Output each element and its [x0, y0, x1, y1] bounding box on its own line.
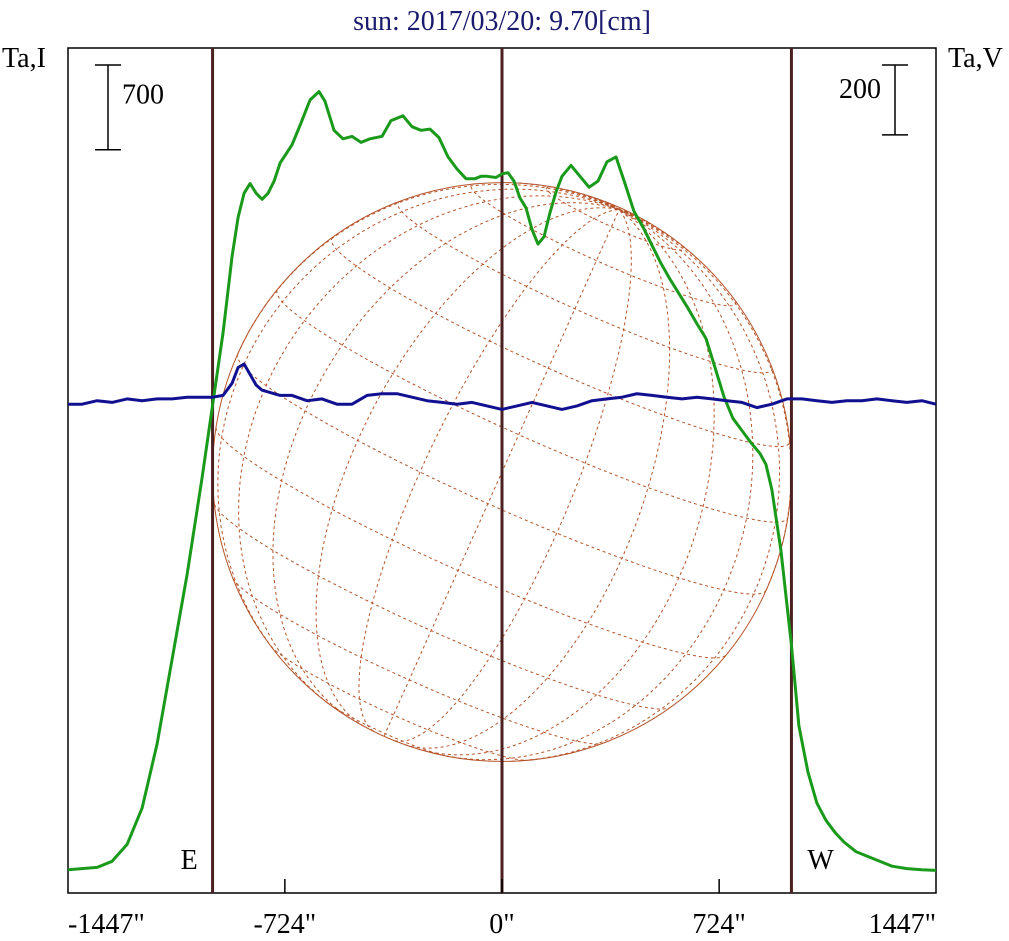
- right-axis-label: Ta,V: [948, 43, 1003, 74]
- chart-title: sun: 2017/03/20: 9.70[cm]: [353, 6, 651, 37]
- x-tick-label: -1447": [68, 909, 145, 940]
- latitude-line: [397, 200, 773, 374]
- longitude-line: [394, 209, 632, 742]
- longitude-line: [383, 209, 620, 737]
- longitude-line: [619, 209, 666, 234]
- intensity-line: [67, 90, 937, 872]
- left-axis-label: Ta,I: [2, 43, 46, 74]
- longitude-line: [358, 209, 620, 732]
- longitude-line: [238, 195, 620, 704]
- scale-bar-label: 700: [122, 79, 164, 110]
- longitude-line: [511, 209, 781, 762]
- longitude-line: [506, 182, 620, 211]
- x-tick-label: -724": [253, 909, 316, 940]
- polarization-line: [68, 362, 937, 411]
- scale-bars: 700 200: [95, 64, 908, 151]
- x-ticks: -1447" -724" 0" 724" 1447": [68, 879, 936, 940]
- solar-disk-grid: [212, 182, 792, 762]
- latitude-line: [232, 578, 603, 745]
- longitude-line: [619, 209, 628, 212]
- scale-bar-label: 200: [839, 74, 881, 105]
- longitude-line: [618, 207, 621, 210]
- longitude-line: [404, 209, 671, 749]
- longitude-line: [424, 209, 715, 756]
- longitude-line: [446, 209, 754, 761]
- latitude-line: [270, 645, 527, 761]
- limb-label: W: [807, 845, 834, 876]
- latitude-line: [215, 427, 727, 659]
- longitude-line: [570, 190, 620, 211]
- longitude-line: [315, 207, 620, 727]
- series-lines: [67, 90, 937, 872]
- longitude-line: [217, 188, 620, 659]
- longitude-line: [618, 209, 715, 276]
- limb-label: E: [181, 845, 198, 876]
- x-tick-label: 724": [692, 909, 745, 940]
- latitude-line: [276, 289, 788, 523]
- x-tick-label: 0": [489, 909, 514, 940]
- longitude-line: [589, 195, 620, 211]
- latitude-line: [330, 236, 791, 448]
- latitude-line: [470, 183, 737, 307]
- latitude-line: [214, 504, 670, 710]
- x-tick-label: 1447": [869, 909, 936, 940]
- longitude-line: [619, 209, 649, 223]
- longitude-line: [619, 209, 634, 215]
- longitude-line: [272, 202, 620, 717]
